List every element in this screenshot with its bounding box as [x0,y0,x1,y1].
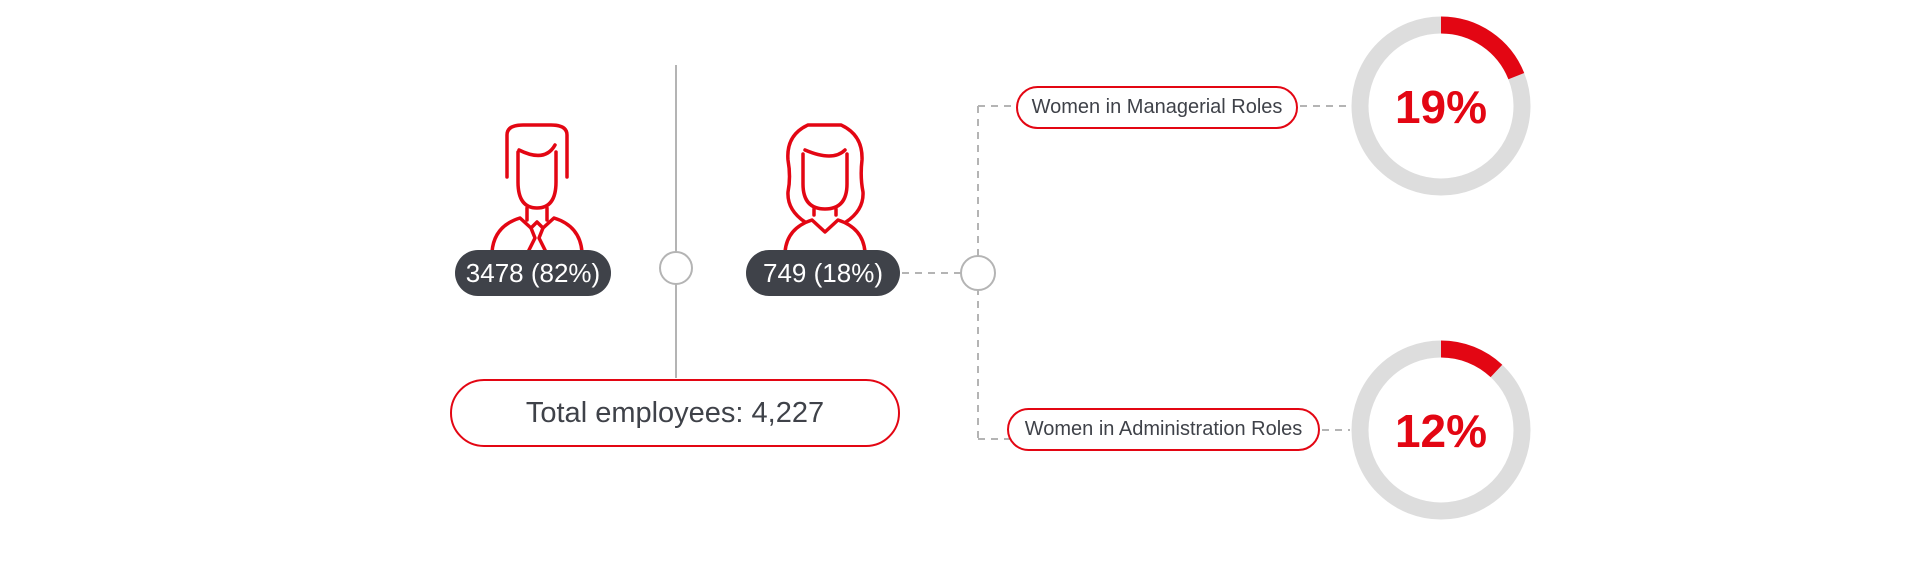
managerial-percent-value: 19% [1394,81,1488,133]
men-count-badge: 3478 (82%) [455,250,611,296]
woman-icon [783,123,867,254]
managerial-ring-progress [1440,16,1525,80]
administration-ring-progress [1440,340,1503,378]
managerial-roles-label: Women in Managerial Roles [1016,86,1298,129]
women-count-badge: 749 (18%) [746,250,900,296]
divider-node [659,251,693,285]
total-employees-label: Total employees: 4,227 [450,379,900,447]
managerial-ring [1351,16,1531,196]
administration-percent-value: 12% [1394,405,1488,457]
man-icon [490,123,584,254]
administration-ring [1351,340,1531,520]
women-branch-node [960,255,996,291]
administration-roles-label: Women in Administration Roles [1007,408,1320,451]
